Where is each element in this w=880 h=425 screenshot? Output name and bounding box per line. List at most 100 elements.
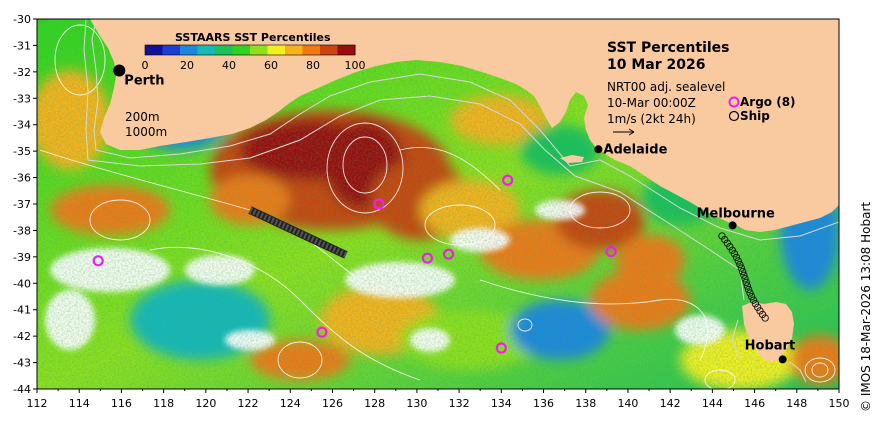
ship-observation <box>761 314 769 322</box>
colorbar-tick-label: 60 <box>264 59 278 72</box>
x-tick-label: 128 <box>364 397 385 410</box>
ship-observation <box>753 303 762 311</box>
x-tick-label: 144 <box>702 397 723 410</box>
x-tick-label: 150 <box>829 397 850 410</box>
ship-observation <box>747 292 756 301</box>
argo-float-marker[interactable] <box>442 248 455 260</box>
y-tick-label: -33 <box>13 92 31 105</box>
product-line-3: 1m/s (2kt 24h) <box>607 112 696 126</box>
argo-float-marker[interactable] <box>316 326 328 338</box>
ship-observation <box>739 268 747 276</box>
colorbar: SSTAARS SST Percentiles 0 20 40 60 80 100 <box>142 31 366 72</box>
colorbar-tick-label: 100 <box>345 59 366 72</box>
velocity-scale-arrow <box>613 128 635 136</box>
tasmania-land <box>742 302 794 362</box>
ship-legend-label: Ship <box>740 109 770 123</box>
colorbar-swatch <box>320 45 338 55</box>
colorbar-swatch <box>145 45 163 55</box>
y-tick-label: -30 <box>13 13 31 26</box>
x-tick-label: 134 <box>491 397 512 410</box>
argo-float-marker[interactable] <box>495 342 507 354</box>
y-tick-label: -36 <box>13 172 31 185</box>
x-tick-label: 130 <box>406 397 427 410</box>
colorbar-swatch <box>162 45 181 55</box>
colorbar-swatch <box>197 45 216 55</box>
y-tick-label: -41 <box>13 304 31 317</box>
ship-observation <box>749 296 758 304</box>
city-marker[interactable] <box>113 64 126 77</box>
x-tick-label: 146 <box>744 397 765 410</box>
argo-floats <box>92 174 617 354</box>
argo-float-marker[interactable] <box>605 245 617 258</box>
colorbar-swatch <box>232 45 251 55</box>
y-tick-label: -40 <box>13 277 31 290</box>
colorbar-tick-label: 0 <box>142 59 149 72</box>
y-tick-label: -44 <box>13 383 31 396</box>
y-tick-label: -42 <box>13 330 31 343</box>
argo-float-marker[interactable] <box>92 255 104 267</box>
colorbar-swatch <box>285 45 303 55</box>
argo-float-marker[interactable] <box>373 198 385 210</box>
bathymetry-contours <box>83 19 839 383</box>
sealevel-contours <box>39 24 836 389</box>
y-axis: -30 -31 -32 -33 -34 -35 -36 -37 -38 -39 -40 -41 -42 -… <box>13 13 37 396</box>
y-tick-label: -31 <box>13 39 31 52</box>
y-tick-label: -43 <box>13 357 31 370</box>
city-label: Adelaide <box>603 142 667 157</box>
x-axis: 112 114 116 118 120 122 124 126 128 130 132 134 136 1… <box>27 389 850 410</box>
depth-label-200m: 200m <box>125 110 160 124</box>
ship-track <box>248 206 769 322</box>
x-tick-label: 120 <box>195 397 216 410</box>
australia-land <box>37 19 839 232</box>
product-line-1: NRT00 adj. sealevel <box>607 80 725 94</box>
argo-legend-label: Argo (8) <box>740 95 796 109</box>
ship-observation <box>741 275 749 283</box>
city-label: Melbourne <box>697 206 775 221</box>
colorbar-swatch <box>250 45 268 55</box>
y-tick-label: -35 <box>13 145 31 158</box>
y-tick-label: -39 <box>13 251 31 264</box>
city-marker[interactable] <box>728 221 737 230</box>
colorbar-swatch <box>267 45 286 55</box>
colorbar-tick-label: 80 <box>306 59 320 72</box>
colorbar-title: SSTAARS SST Percentiles <box>175 31 331 44</box>
city-marker[interactable] <box>594 145 603 154</box>
x-tick-label: 140 <box>617 397 638 410</box>
colorbar-swatch <box>337 45 356 55</box>
map-date: 10 Mar 2026 <box>607 57 705 73</box>
ship-observation <box>734 257 742 265</box>
ship-observation <box>732 253 741 262</box>
y-tick-label: -38 <box>13 224 31 237</box>
colorbar-swatch <box>180 45 198 55</box>
ship-observation <box>726 243 734 251</box>
colorbar-swatch <box>215 45 233 55</box>
ship-observation <box>728 246 736 254</box>
x-tick-label: 136 <box>533 397 554 410</box>
x-tick-label: 142 <box>660 397 681 410</box>
depth-label-1000m: 1000m <box>125 125 167 139</box>
ship-observation <box>740 271 748 279</box>
y-tick-label: -32 <box>13 66 31 79</box>
x-tick-label: 126 <box>322 397 343 410</box>
product-line-2: 10-Mar 00:00Z <box>607 96 696 110</box>
ship-observation <box>736 260 744 269</box>
colorbar-tick-label: 40 <box>222 59 236 72</box>
map-title: SST Percentiles <box>607 40 730 56</box>
argo-float-marker[interactable] <box>502 174 514 186</box>
x-tick-label: 132 <box>449 397 470 410</box>
ship-observation <box>751 300 760 308</box>
x-tick-label: 114 <box>69 397 90 410</box>
x-tick-label: 112 <box>27 397 48 410</box>
x-tick-label: 118 <box>153 397 174 410</box>
argo-float-marker[interactable] <box>421 252 434 264</box>
ship-observation <box>742 278 750 286</box>
x-tick-label: 124 <box>280 397 301 410</box>
colorbar-swatch <box>302 45 321 55</box>
ship-observation <box>737 264 746 272</box>
x-tick-label: 138 <box>575 397 596 410</box>
cities: Perth Adelaide Melbourne Hobart <box>113 64 795 364</box>
city-marker[interactable] <box>778 355 787 364</box>
colorbar-tick-label: 20 <box>180 59 194 72</box>
plot-area <box>37 19 839 389</box>
